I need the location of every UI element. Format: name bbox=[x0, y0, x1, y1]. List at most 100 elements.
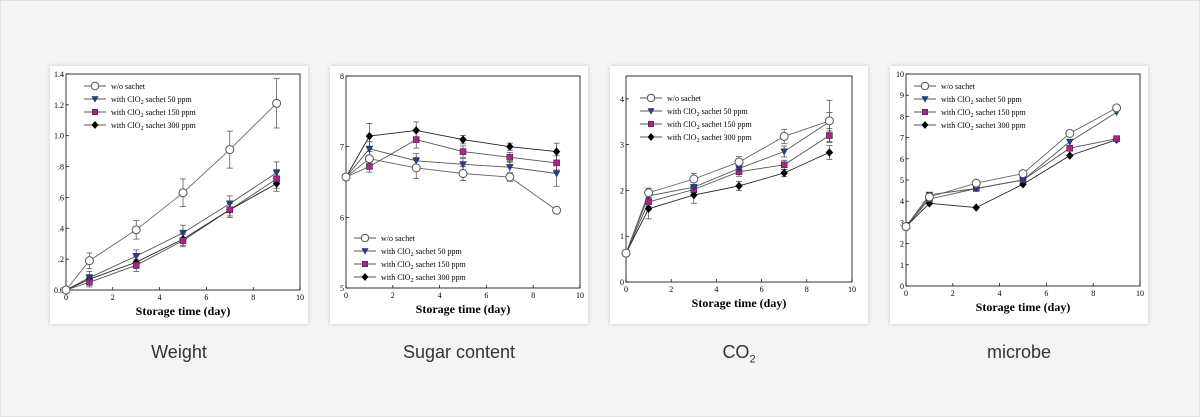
y-tick-label: .6 bbox=[58, 193, 64, 202]
data-point bbox=[459, 161, 467, 169]
y-tick-label: 9 bbox=[900, 91, 904, 100]
y-tick-label: .4 bbox=[58, 224, 64, 233]
x-tick-label: 10 bbox=[576, 291, 584, 300]
data-point bbox=[824, 116, 834, 126]
caption-co2: CO2 bbox=[722, 342, 756, 366]
x-tick-label: 4 bbox=[158, 293, 162, 302]
data-point bbox=[179, 229, 187, 237]
data-point bbox=[972, 203, 980, 212]
data-point bbox=[366, 163, 373, 170]
series-line bbox=[625, 121, 830, 254]
x-tick-label: 8 bbox=[251, 293, 255, 302]
x-tick-label: 2 bbox=[951, 289, 955, 298]
data-point bbox=[225, 145, 235, 155]
series-line bbox=[625, 120, 830, 254]
data-point bbox=[1065, 128, 1075, 138]
legend-marker bbox=[91, 120, 99, 130]
chart-card-weight: 0.0 .2 .4 .6 .8 1.0 1.2 1.4 0 2 4 6 8 10 Storage time … bbox=[50, 66, 308, 324]
data-point bbox=[779, 131, 789, 141]
y-tick-label: 4 bbox=[620, 95, 624, 104]
data-point bbox=[689, 184, 698, 192]
x-tick-label: 8 bbox=[531, 291, 535, 300]
plot-frame bbox=[65, 73, 301, 291]
series-line bbox=[345, 139, 557, 178]
legend-marker bbox=[362, 261, 368, 267]
legend-label: with ClO2 sachet 50 ppm bbox=[381, 247, 463, 258]
legend-label: with ClO2 sachet 50 ppm bbox=[667, 107, 749, 118]
x-tick-label: 10 bbox=[296, 293, 304, 302]
data-point bbox=[505, 164, 514, 172]
data-point bbox=[412, 126, 420, 135]
y-tick-label: 4 bbox=[900, 197, 904, 206]
data-point bbox=[365, 131, 374, 141]
x-tick-label: 2 bbox=[391, 291, 395, 300]
legend-label: w/o sachet bbox=[941, 82, 976, 91]
caption-weight: Weight bbox=[151, 342, 207, 362]
data-point bbox=[971, 178, 981, 188]
x-axis-label: Storage time (day) bbox=[976, 300, 1071, 314]
data-point bbox=[735, 181, 743, 191]
legend-label: with ClO2 sachet 300 ppm bbox=[111, 121, 197, 132]
data-point bbox=[226, 206, 234, 214]
data-point bbox=[459, 135, 467, 144]
y-tick-label: 1.0 bbox=[54, 132, 64, 141]
legend-marker bbox=[361, 248, 369, 255]
series-line bbox=[65, 172, 277, 291]
legend-marker bbox=[361, 272, 369, 282]
y-tick-label: 3 bbox=[900, 218, 904, 227]
data-point bbox=[505, 172, 515, 182]
data-point bbox=[690, 190, 698, 200]
data-point bbox=[506, 154, 514, 161]
series-line bbox=[345, 129, 557, 178]
legend-marker bbox=[922, 109, 928, 115]
data-point bbox=[272, 98, 282, 108]
chart-sugar-content: 5 6 7 8 0 2 4 6 8 10 Storage time (day) w/o sachet w… bbox=[340, 72, 584, 316]
data-point bbox=[1066, 151, 1074, 160]
data-point bbox=[780, 148, 789, 156]
legend-marker bbox=[360, 233, 370, 243]
data-point bbox=[689, 174, 699, 184]
legend-label: with ClO2 sachet 150 ppm bbox=[111, 108, 197, 119]
x-tick-label: 0 bbox=[624, 285, 628, 294]
series-line bbox=[65, 178, 277, 291]
data-point bbox=[412, 157, 421, 165]
x-tick-label: 4 bbox=[438, 291, 442, 300]
legend-label: w/o sachet bbox=[381, 234, 416, 243]
series-line bbox=[905, 107, 1117, 227]
y-tick-label: 6 bbox=[900, 155, 904, 164]
y-tick-label: .2 bbox=[58, 255, 64, 264]
data-point bbox=[552, 147, 561, 156]
data-point bbox=[459, 148, 467, 155]
legend-marker bbox=[92, 109, 98, 115]
chart-microbe: 0 1 2 3 4 5 6 7 8 9 10 0 2 4 6 8 10 Storage time (day) w/o… bbox=[896, 70, 1144, 314]
legend-marker bbox=[91, 96, 99, 103]
data-point bbox=[61, 285, 71, 295]
legend-label: with ClO2 sachet 50 ppm bbox=[941, 95, 1023, 106]
data-point bbox=[225, 200, 234, 208]
legend-marker bbox=[648, 121, 654, 127]
x-axis-label: Storage time (day) bbox=[416, 302, 511, 316]
data-point bbox=[644, 204, 653, 214]
x-axis-label: Storage time (day) bbox=[136, 304, 231, 318]
legend-label: w/o sachet bbox=[667, 94, 702, 103]
legend-marker bbox=[90, 81, 100, 91]
data-point bbox=[780, 168, 788, 178]
data-point bbox=[364, 154, 374, 164]
y-tick-label: 0 bbox=[900, 282, 904, 291]
y-tick-label: 6 bbox=[340, 213, 344, 222]
y-tick-label: 0 bbox=[620, 278, 624, 287]
legend-label: with ClO2 sachet 150 ppm bbox=[381, 260, 467, 271]
data-point bbox=[901, 222, 911, 232]
data-point bbox=[1112, 103, 1122, 113]
y-tick-label: 2 bbox=[620, 186, 624, 195]
data-point bbox=[734, 157, 744, 167]
data-point bbox=[131, 225, 141, 235]
x-tick-label: 0 bbox=[344, 291, 348, 300]
data-point bbox=[826, 132, 833, 139]
series-line bbox=[65, 102, 277, 291]
chart-co2: 0 1 2 3 4 0 2 4 6 8 10 Storage time (day) w/o sachet… bbox=[620, 75, 856, 310]
x-tick-label: 2 bbox=[111, 293, 115, 302]
data-point bbox=[132, 262, 140, 269]
legend-marker bbox=[920, 81, 930, 91]
y-tick-label: 7 bbox=[340, 143, 344, 152]
